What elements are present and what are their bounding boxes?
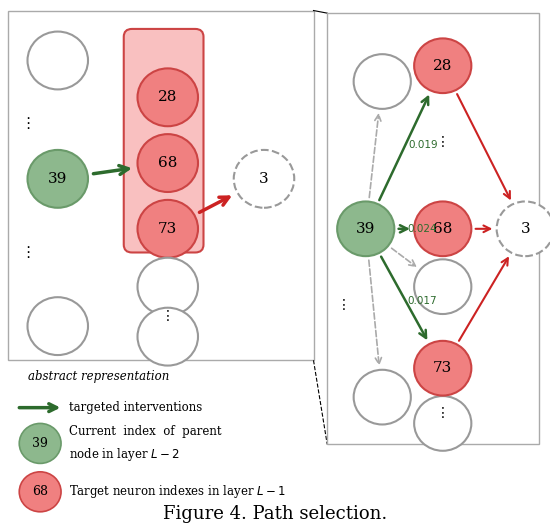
Text: 0.017: 0.017	[408, 296, 437, 306]
Circle shape	[337, 201, 394, 256]
Text: ⋮: ⋮	[20, 245, 35, 260]
Text: 28: 28	[158, 90, 178, 104]
Text: 68: 68	[32, 485, 48, 498]
Text: 68: 68	[433, 222, 453, 236]
Text: ⋮: ⋮	[436, 406, 450, 420]
Text: 39: 39	[356, 222, 376, 236]
Circle shape	[28, 32, 88, 89]
Circle shape	[414, 396, 471, 451]
Text: ⋮: ⋮	[436, 135, 450, 149]
Text: Target neuron indexes in layer $L-1$: Target neuron indexes in layer $L-1$	[69, 483, 286, 500]
FancyBboxPatch shape	[8, 11, 313, 360]
Circle shape	[414, 201, 471, 256]
Text: node in layer $L-2$: node in layer $L-2$	[69, 447, 180, 463]
Text: 0.024: 0.024	[407, 224, 437, 234]
Text: 3: 3	[259, 172, 269, 186]
Text: 28: 28	[433, 59, 453, 73]
Text: 68: 68	[158, 156, 178, 170]
Text: Current  index  of  parent: Current index of parent	[69, 425, 222, 438]
Circle shape	[354, 370, 411, 424]
FancyBboxPatch shape	[124, 29, 204, 252]
Text: targeted interventions: targeted interventions	[69, 401, 202, 414]
Text: 0.019: 0.019	[409, 139, 438, 150]
Circle shape	[138, 134, 198, 192]
Circle shape	[28, 150, 88, 208]
Circle shape	[138, 308, 198, 366]
Circle shape	[414, 259, 471, 314]
Text: 39: 39	[32, 437, 48, 450]
Circle shape	[138, 68, 198, 126]
Text: Figure 4. Path selection.: Figure 4. Path selection.	[163, 505, 387, 523]
Circle shape	[354, 54, 411, 109]
Text: 39: 39	[48, 172, 68, 186]
Text: 73: 73	[158, 222, 177, 236]
Text: abstract representation: abstract representation	[28, 370, 169, 382]
Circle shape	[19, 423, 61, 463]
Circle shape	[234, 150, 294, 208]
Circle shape	[138, 258, 198, 316]
Circle shape	[497, 201, 550, 256]
Text: ⋮: ⋮	[337, 298, 351, 312]
FancyBboxPatch shape	[327, 13, 539, 444]
Circle shape	[414, 341, 471, 396]
Circle shape	[19, 472, 61, 512]
Text: ⋮: ⋮	[20, 116, 35, 131]
Circle shape	[28, 297, 88, 355]
Text: 3: 3	[520, 222, 530, 236]
Circle shape	[138, 200, 198, 258]
Text: 73: 73	[433, 361, 452, 375]
Circle shape	[414, 38, 471, 93]
Text: ⋮: ⋮	[161, 309, 175, 322]
